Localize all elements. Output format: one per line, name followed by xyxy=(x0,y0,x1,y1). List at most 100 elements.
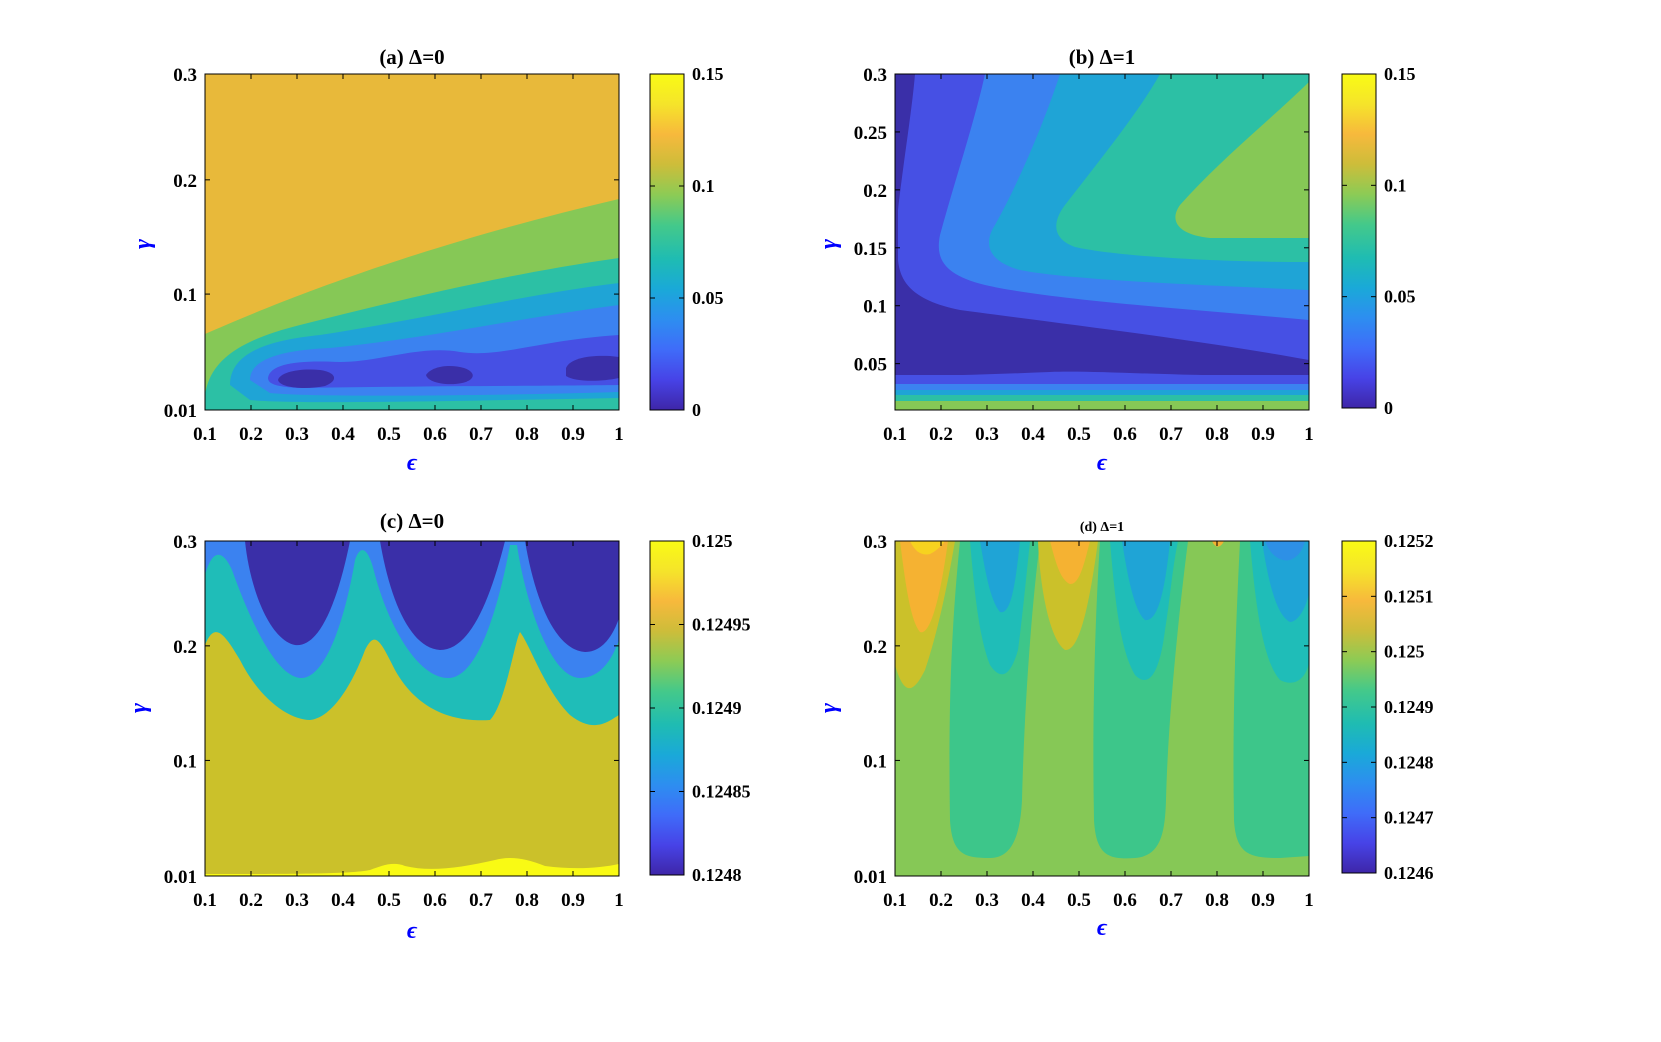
a-colorbar-ticks: 0 0.05 0.1 0.15 xyxy=(650,64,724,420)
a-colorbar xyxy=(649,73,685,411)
d-ylabel: γ xyxy=(816,703,842,713)
d-xlabel: ϵ xyxy=(1097,915,1108,941)
x-tick-label: 0.7 xyxy=(1159,890,1183,911)
b-ticks: 0.1 0.2 0.3 0.4 0.5 0.6 0.7 0.8 0.9 1 0.05 0.1 0.15 0… xyxy=(854,65,1314,445)
x-tick-label: 0.7 xyxy=(469,890,493,911)
b-xlabel: ϵ xyxy=(1097,450,1108,476)
d-ticks: 0.1 0.2 0.3 0.4 0.5 0.6 0.7 0.8 0.9 10.010.10.20.… xyxy=(854,532,1314,911)
d-olive-2 xyxy=(1038,541,1098,651)
c-xlabel: ϵ xyxy=(407,918,418,944)
x-tick-label: 0.1 xyxy=(883,890,907,911)
y-tick-label: 0.05 xyxy=(854,355,887,376)
c-colorbar-ticks: 0.1248 0.12485 0.1249 0.12495 0.125 xyxy=(650,531,751,885)
x-tick-label: 0.4 xyxy=(331,424,355,445)
x-tick-label: 0.2 xyxy=(929,424,953,445)
c-title: (c) Δ=0 xyxy=(380,509,444,533)
panel-b-contours xyxy=(895,74,1309,410)
x-tick-label: 0.8 xyxy=(1205,890,1229,911)
y-tick-label: 0.1 xyxy=(173,285,197,306)
x-tick-label: 0.4 xyxy=(331,890,355,911)
colorbar-tick-label: 0.1248 xyxy=(692,865,742,885)
b-colorbar xyxy=(1341,73,1377,409)
x-tick-label: 0.3 xyxy=(975,424,999,445)
x-tick-label: 0.8 xyxy=(515,424,539,445)
a-min-3 xyxy=(566,355,619,381)
d-orange-3 xyxy=(1212,541,1224,547)
b-ylabel: γ xyxy=(816,239,842,249)
colorbar-tick-label: 0.12485 xyxy=(692,782,751,802)
x-tick-label: 0.5 xyxy=(377,424,401,445)
b-title: (b) Δ=1 xyxy=(1069,45,1136,69)
x-tick-label: 0.6 xyxy=(423,424,447,445)
c-axes-box xyxy=(204,540,620,877)
b-axes-box xyxy=(894,73,1310,411)
x-tick-label: 0.9 xyxy=(1251,890,1275,911)
x-tick-label: 1 xyxy=(614,890,624,911)
a-min-1 xyxy=(278,369,335,388)
colorbar-tick-label: 0.1251 xyxy=(1384,586,1434,606)
x-tick-label: 1 xyxy=(1304,424,1314,445)
d-colorbar xyxy=(1341,540,1377,874)
panel-c: 0.1 0.2 0.3 0.4 0.5 0.6 0.7 0.8 0.9 10.010.10.20.… xyxy=(126,509,751,944)
x-tick-label: 0.1 xyxy=(193,890,217,911)
y-tick-label: 0.01 xyxy=(164,867,197,888)
colorbar-tick-label: 0.12495 xyxy=(692,615,751,635)
y-tick-label: 0.3 xyxy=(863,532,887,553)
colorbar-tick-label: 0.125 xyxy=(1384,642,1425,662)
c-min-1 xyxy=(245,541,350,646)
panel-c-contours xyxy=(205,541,619,876)
y-tick-label: 0.01 xyxy=(854,867,887,888)
panel-d-contours xyxy=(895,541,1309,876)
x-tick-label: 0.2 xyxy=(239,890,263,911)
colorbar-tick-label: 0.1 xyxy=(1384,175,1407,195)
a-min-2 xyxy=(426,366,473,385)
a-axes-box xyxy=(204,73,620,411)
b-band-indigo-edge xyxy=(895,371,1309,384)
d-blue-deep xyxy=(1265,541,1305,561)
colorbar-tick-label: 0.1 xyxy=(692,176,715,196)
x-tick-label: 0.4 xyxy=(1021,424,1045,445)
a-title: (a) Δ=0 xyxy=(379,45,444,69)
b-band-blue xyxy=(895,384,1309,390)
x-tick-label: 0.5 xyxy=(377,890,401,911)
colorbar-tick-label: 0.1252 xyxy=(1384,531,1434,551)
colorbar-tick-label: 0.1247 xyxy=(1384,808,1434,828)
d-blue-2 xyxy=(1122,541,1170,621)
panel-b: 0.1 0.2 0.3 0.4 0.5 0.6 0.7 0.8 0.9 10.050.10.150… xyxy=(816,45,1416,476)
x-tick-label: 0.6 xyxy=(1113,890,1137,911)
colorbar-tick-label: 0.05 xyxy=(692,288,724,308)
d-orange-1 xyxy=(900,541,948,633)
colorbar-tick-label: 0.1248 xyxy=(1384,752,1434,772)
colorbar-tick-label: 0.1246 xyxy=(1384,863,1434,883)
x-tick-label: 0.9 xyxy=(561,424,585,445)
y-tick-label: 0.2 xyxy=(863,637,887,658)
a-region-indigo xyxy=(268,335,619,388)
a-ylabel: γ xyxy=(130,239,156,249)
b-colorbar-ticks: 0 0.05 0.1 0.15 xyxy=(1342,64,1416,418)
x-tick-label: 0.3 xyxy=(975,890,999,911)
y-tick-label: 0.1 xyxy=(863,751,887,772)
x-tick-label: 1 xyxy=(1304,890,1314,911)
b-band-green xyxy=(895,401,1309,410)
b-band-lightblue xyxy=(895,390,1309,395)
y-tick-label: 0.2 xyxy=(173,171,197,192)
colorbar-tick-label: 0.1249 xyxy=(692,698,742,718)
y-tick-label: 0.1 xyxy=(863,297,887,318)
x-tick-label: 0.3 xyxy=(285,424,309,445)
a-ticks: 0.1 0.2 0.3 0.4 0.5 0.6 0.7 0.8 0.9 10.010.10.20.… xyxy=(164,65,624,445)
x-tick-label: 0.9 xyxy=(1251,424,1275,445)
x-tick-label: 0.1 xyxy=(193,424,217,445)
colorbar-tick-label: 0 xyxy=(692,400,701,420)
panel-a-contours xyxy=(205,74,619,410)
d-blue-3 xyxy=(1262,541,1309,622)
d-blue-1 xyxy=(980,541,1020,613)
x-tick-label: 0.4 xyxy=(1021,890,1045,911)
x-tick-label: 0.5 xyxy=(1067,424,1091,445)
x-tick-label: 0.2 xyxy=(239,424,263,445)
d-title: (d) Δ=1 xyxy=(1080,520,1124,535)
y-tick-label: 0.15 xyxy=(854,239,887,260)
x-tick-label: 0.6 xyxy=(423,890,447,911)
x-tick-label: 0.3 xyxy=(285,890,309,911)
colorbar-tick-label: 0 xyxy=(1384,398,1393,418)
